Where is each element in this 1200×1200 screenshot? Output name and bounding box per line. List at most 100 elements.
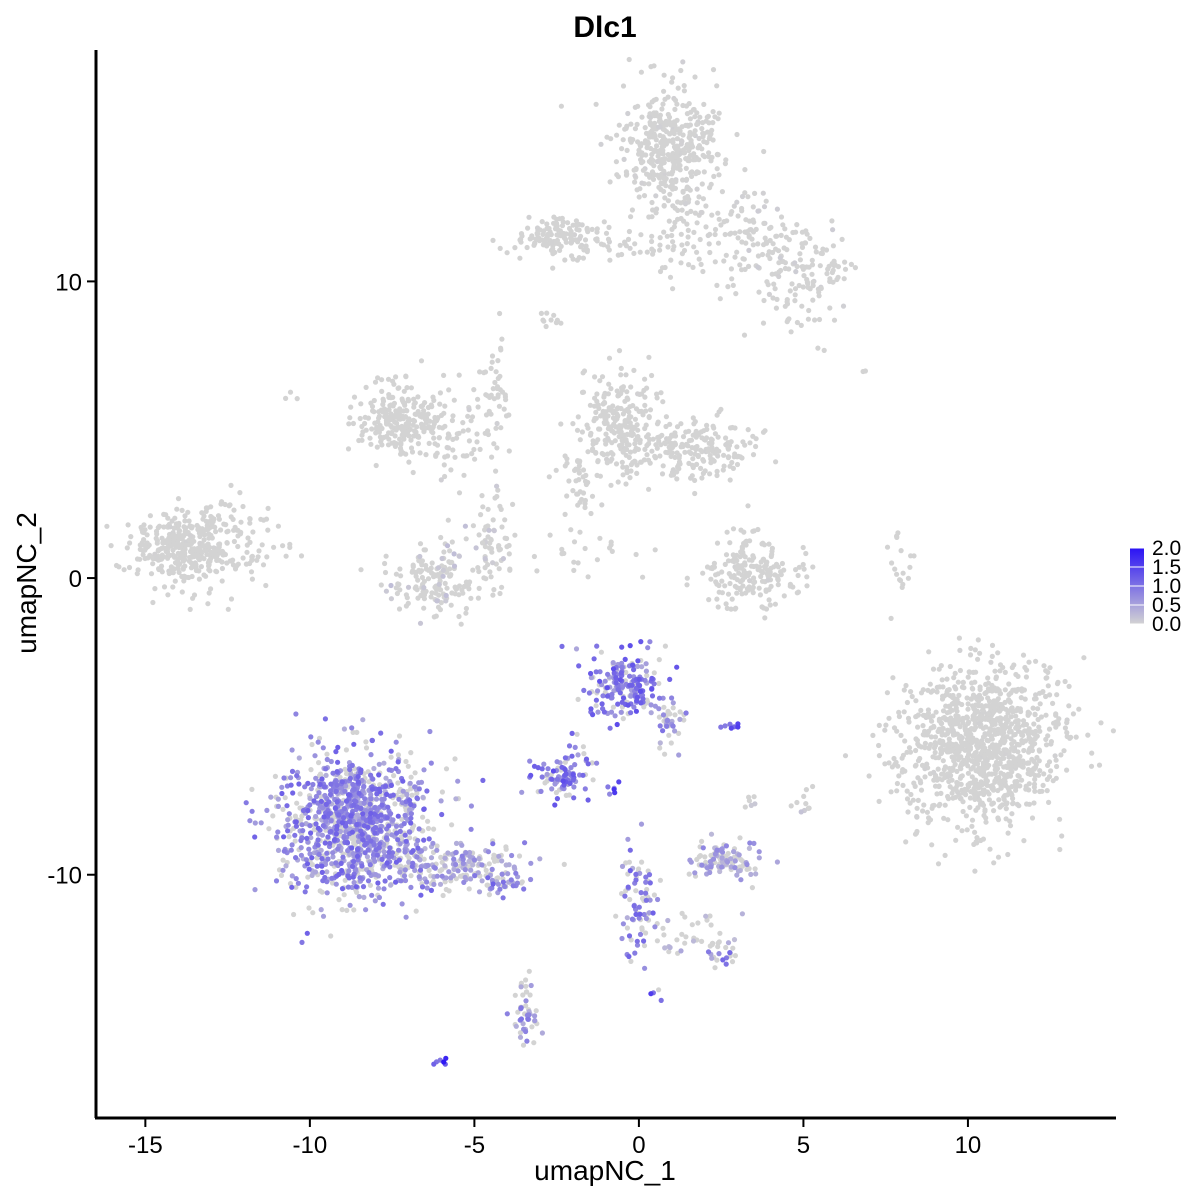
- cell-point: [639, 859, 645, 865]
- cell-point: [627, 404, 633, 410]
- cell-point: [689, 462, 696, 468]
- cell-point: [983, 773, 989, 779]
- cell-point: [597, 535, 603, 541]
- cell-point: [989, 642, 996, 649]
- cell-point: [192, 547, 198, 553]
- cell-point: [127, 540, 133, 546]
- cell-point: [816, 316, 823, 323]
- cell-point: [908, 689, 914, 695]
- cell-point: [619, 459, 625, 465]
- cell-point: [324, 869, 330, 875]
- cell-point: [442, 403, 448, 409]
- cell-point: [449, 417, 455, 424]
- cell-point: [730, 282, 736, 288]
- cell-point: [672, 120, 678, 126]
- cell-point: [745, 427, 751, 433]
- cell-point: [757, 592, 764, 598]
- cell-point: [712, 851, 719, 857]
- cell-point: [638, 232, 644, 238]
- cell-point: [657, 877, 664, 883]
- cell-point: [225, 528, 231, 534]
- cell-point: [692, 870, 698, 876]
- cell-point: [744, 229, 751, 235]
- cell-point: [698, 447, 704, 453]
- cell-point: [1011, 732, 1017, 738]
- cell-point: [565, 220, 571, 226]
- cell-point: [420, 422, 426, 428]
- cell-point: [745, 503, 751, 509]
- cell-point: [941, 815, 947, 821]
- cell-point: [381, 849, 387, 855]
- cell-point: [505, 871, 511, 877]
- cell-point: [396, 416, 402, 422]
- cell-point: [806, 307, 812, 314]
- cell-point: [610, 415, 617, 421]
- cell-point: [562, 257, 568, 263]
- cell-point: [324, 890, 330, 896]
- cell-point: [1110, 728, 1116, 734]
- cell-point: [1003, 714, 1009, 720]
- cell-point: [397, 869, 403, 875]
- cell-point: [571, 539, 578, 545]
- cell-point: [1019, 739, 1025, 745]
- cell-point: [479, 493, 485, 499]
- cell-point: [397, 841, 403, 847]
- cell-point: [987, 846, 993, 852]
- cell-point: [639, 664, 645, 670]
- cell-point: [571, 559, 577, 565]
- cell-point: [778, 214, 785, 220]
- cell-point: [976, 797, 982, 803]
- cell-point: [690, 456, 696, 462]
- cell-point: [445, 445, 451, 451]
- cell-point: [671, 224, 678, 230]
- cell-point: [405, 763, 411, 769]
- cell-point: [545, 231, 551, 238]
- cell-point: [466, 886, 472, 892]
- cell-point: [230, 562, 236, 568]
- cell-point: [518, 984, 524, 990]
- cell-point: [1026, 781, 1032, 787]
- cell-point: [1059, 833, 1065, 839]
- cell-point: [681, 717, 687, 723]
- cell-point: [552, 781, 558, 787]
- cell-point: [540, 231, 546, 237]
- cell-point: [1066, 703, 1072, 709]
- cell-point: [456, 372, 462, 378]
- cell-point: [406, 459, 412, 465]
- cell-point: [423, 588, 429, 594]
- cell-point: [520, 1042, 527, 1048]
- cell-point: [1045, 762, 1051, 769]
- cell-point: [559, 223, 566, 229]
- cell-point: [955, 679, 961, 685]
- cell-point: [181, 524, 187, 530]
- cell-point: [740, 256, 746, 262]
- cell-point: [557, 247, 563, 253]
- cell-point: [998, 803, 1004, 809]
- cell-point: [1030, 705, 1036, 711]
- cell-point: [700, 152, 706, 158]
- cell-point: [671, 162, 677, 168]
- cell-point: [134, 571, 140, 577]
- cell-point: [563, 231, 569, 237]
- cell-point: [526, 968, 532, 974]
- cell-point: [176, 544, 182, 551]
- cell-point: [953, 721, 959, 727]
- cell-point: [964, 695, 970, 701]
- cell-point: [493, 425, 499, 431]
- cell-point: [988, 659, 994, 665]
- cell-point: [291, 911, 297, 918]
- cell-point: [162, 539, 168, 546]
- cell-point: [523, 989, 530, 995]
- cell-point: [738, 549, 744, 555]
- cell-point: [747, 440, 753, 446]
- cell-point: [634, 422, 640, 428]
- cell-point: [662, 178, 668, 184]
- cell-point: [746, 798, 753, 804]
- cell-point: [581, 751, 587, 757]
- cell-point: [706, 597, 712, 603]
- cell-point: [953, 713, 959, 719]
- cell-point: [417, 553, 423, 560]
- cell-point: [161, 524, 167, 530]
- cell-point: [719, 569, 725, 575]
- cell-point: [206, 590, 212, 596]
